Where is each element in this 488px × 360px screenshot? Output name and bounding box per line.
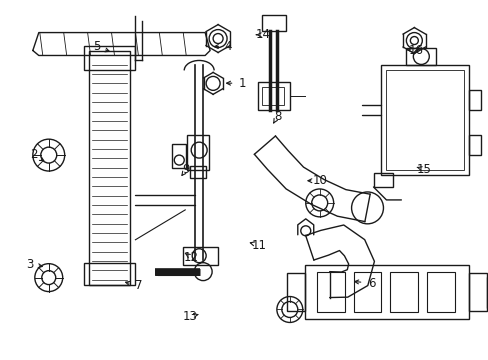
Bar — [286, 273, 304, 311]
Bar — [468, 273, 486, 311]
Bar — [427, 272, 454, 312]
Bar — [389, 272, 417, 312]
Bar — [386, 71, 463, 170]
Text: 13: 13 — [182, 310, 197, 323]
Bar — [183, 247, 218, 265]
Text: 7: 7 — [134, 279, 142, 292]
Text: 1: 1 — [238, 77, 246, 90]
Text: 11: 11 — [251, 239, 266, 252]
Bar — [262, 15, 285, 31]
Bar — [406, 48, 435, 66]
Bar — [187, 135, 209, 170]
Bar — [486, 276, 488, 307]
Text: 15: 15 — [415, 163, 430, 176]
Bar — [83, 263, 135, 285]
Bar — [262, 87, 283, 105]
Bar — [468, 90, 480, 110]
Bar — [172, 144, 186, 168]
Text: 16: 16 — [407, 44, 423, 57]
Text: 8: 8 — [273, 110, 281, 123]
Bar — [190, 166, 206, 178]
Text: 12: 12 — [183, 251, 198, 264]
Bar — [381, 66, 468, 175]
Text: 9: 9 — [182, 163, 189, 176]
Text: 3: 3 — [26, 258, 34, 271]
Text: 6: 6 — [367, 277, 375, 290]
Text: 4: 4 — [224, 40, 232, 53]
Text: 14: 14 — [255, 28, 270, 41]
Bar — [316, 272, 344, 312]
Bar — [258, 82, 289, 110]
Text: 2: 2 — [30, 148, 38, 161]
Bar — [304, 265, 468, 319]
Bar — [353, 272, 381, 312]
Text: 5: 5 — [93, 40, 100, 53]
Text: 10: 10 — [312, 174, 327, 187]
Bar — [83, 45, 135, 71]
Bar — [88, 50, 130, 285]
Bar — [468, 135, 480, 155]
Bar — [373, 173, 393, 187]
